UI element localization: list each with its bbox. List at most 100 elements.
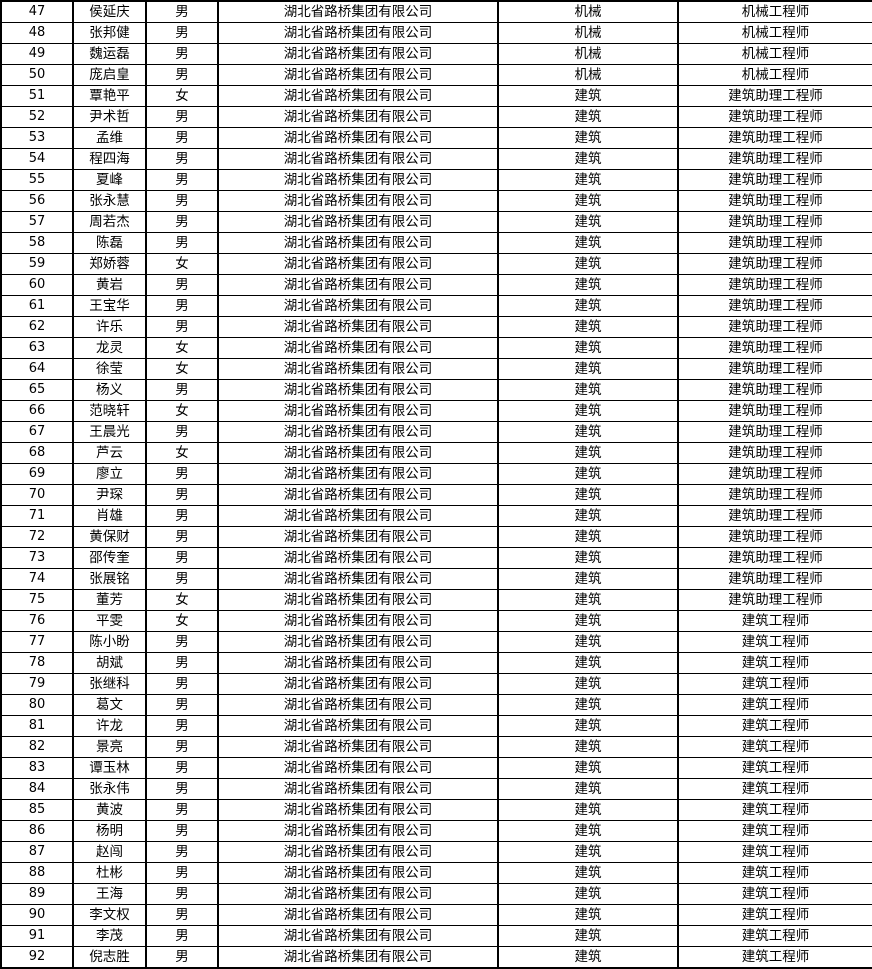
- cell-professional-title: 建筑助理工程师: [677, 379, 872, 401]
- cell-major: 建筑: [497, 526, 679, 548]
- cell-name: 平雯: [72, 610, 147, 632]
- cell-name: 周若杰: [72, 211, 147, 233]
- cell-sequence: 80: [0, 694, 74, 716]
- cell-sequence: 54: [0, 148, 74, 170]
- cell-gender: 男: [145, 799, 219, 821]
- cell-work-unit: 湖北省路桥集团有限公司: [217, 925, 499, 947]
- cell-gender: 男: [145, 190, 219, 212]
- cell-professional-title: 机械工程师: [677, 22, 872, 44]
- cell-sequence: 76: [0, 610, 74, 632]
- cell-sequence: 75: [0, 589, 74, 611]
- cell-name: 王海: [72, 883, 147, 905]
- cell-work-unit: 湖北省路桥集团有限公司: [217, 64, 499, 86]
- cell-sequence: 61: [0, 295, 74, 317]
- table-row: 80 葛文男湖北省路桥集团有限公司 建筑 建筑工程师: [0, 694, 872, 716]
- cell-gender: 男: [145, 316, 219, 338]
- cell-major: 机械: [497, 43, 679, 65]
- cell-major: 机械: [497, 64, 679, 86]
- cell-work-unit: 湖北省路桥集团有限公司: [217, 547, 499, 569]
- cell-gender: 男: [145, 904, 219, 926]
- cell-gender: 男: [145, 421, 219, 443]
- cell-gender: 男: [145, 757, 219, 779]
- cell-work-unit: 湖北省路桥集团有限公司: [217, 631, 499, 653]
- table-row: 60 黄岩男湖北省路桥集团有限公司 建筑 建筑助理工程师: [0, 274, 872, 296]
- cell-sequence: 79: [0, 673, 74, 695]
- cell-sequence: 81: [0, 715, 74, 737]
- cell-gender: 男: [145, 673, 219, 695]
- cell-name: 程四海: [72, 148, 147, 170]
- cell-professional-title: 建筑助理工程师: [677, 589, 872, 611]
- cell-sequence: 68: [0, 442, 74, 464]
- table-row: 75 董芳女湖北省路桥集团有限公司 建筑 建筑助理工程师: [0, 589, 872, 611]
- cell-name: 侯延庆: [72, 0, 147, 23]
- cell-name: 王宝华: [72, 295, 147, 317]
- cell-major: 建筑: [497, 274, 679, 296]
- cell-major: 建筑: [497, 484, 679, 506]
- table-row: 48 张邦健男湖北省路桥集团有限公司 机械 机械工程师: [0, 22, 872, 44]
- cell-professional-title: 建筑工程师: [677, 694, 872, 716]
- cell-name: 肖雄: [72, 505, 147, 527]
- cell-major: 建筑: [497, 232, 679, 254]
- cell-sequence: 56: [0, 190, 74, 212]
- cell-professional-title: 机械工程师: [677, 43, 872, 65]
- cell-sequence: 59: [0, 253, 74, 275]
- table-row: 76 平雯女湖北省路桥集团有限公司 建筑 建筑工程师: [0, 610, 872, 632]
- cell-gender: 男: [145, 925, 219, 947]
- cell-professional-title: 建筑助理工程师: [677, 568, 872, 590]
- cell-professional-title: 建筑工程师: [677, 820, 872, 842]
- cell-gender: 男: [145, 484, 219, 506]
- table-row: 58 陈磊男湖北省路桥集团有限公司 建筑 建筑助理工程师: [0, 232, 872, 254]
- cell-professional-title: 建筑工程师: [677, 631, 872, 653]
- cell-major: 建筑: [497, 757, 679, 779]
- table-row: 52 尹术哲男湖北省路桥集团有限公司 建筑 建筑助理工程师: [0, 106, 872, 128]
- cell-gender: 男: [145, 211, 219, 233]
- cell-work-unit: 湖北省路桥集团有限公司: [217, 379, 499, 401]
- cell-gender: 男: [145, 715, 219, 737]
- cell-name: 孟维: [72, 127, 147, 149]
- cell-gender: 男: [145, 169, 219, 191]
- table-row: 77 陈小盼男湖北省路桥集团有限公司 建筑 建筑工程师: [0, 631, 872, 653]
- cell-sequence: 69: [0, 463, 74, 485]
- cell-name: 尹琛: [72, 484, 147, 506]
- cell-sequence: 83: [0, 757, 74, 779]
- cell-professional-title: 建筑工程师: [677, 778, 872, 800]
- table-row: 74 张展铭男湖北省路桥集团有限公司 建筑 建筑助理工程师: [0, 568, 872, 590]
- cell-work-unit: 湖北省路桥集团有限公司: [217, 610, 499, 632]
- cell-work-unit: 湖北省路桥集团有限公司: [217, 274, 499, 296]
- cell-work-unit: 湖北省路桥集团有限公司: [217, 253, 499, 275]
- cell-professional-title: 建筑助理工程师: [677, 85, 872, 107]
- cell-major: 建筑: [497, 358, 679, 380]
- table-row: 70 尹琛男湖北省路桥集团有限公司 建筑 建筑助理工程师: [0, 484, 872, 506]
- cell-work-unit: 湖北省路桥集团有限公司: [217, 694, 499, 716]
- cell-professional-title: 建筑助理工程师: [677, 358, 872, 380]
- cell-name: 庞启皇: [72, 64, 147, 86]
- cell-professional-title: 建筑工程师: [677, 862, 872, 884]
- cell-sequence: 74: [0, 568, 74, 590]
- table-row: 90 李文权男湖北省路桥集团有限公司 建筑 建筑工程师: [0, 904, 872, 926]
- table-row: 64 徐莹女湖北省路桥集团有限公司 建筑 建筑助理工程师: [0, 358, 872, 380]
- table-row: 79 张继科男湖北省路桥集团有限公司 建筑 建筑工程师: [0, 673, 872, 695]
- cell-sequence: 71: [0, 505, 74, 527]
- cell-major: 建筑: [497, 736, 679, 758]
- cell-major: 建筑: [497, 799, 679, 821]
- cell-major: 建筑: [497, 610, 679, 632]
- cell-sequence: 58: [0, 232, 74, 254]
- cell-gender: 男: [145, 547, 219, 569]
- cell-professional-title: 建筑助理工程师: [677, 169, 872, 191]
- table-row: 54 程四海男湖北省路桥集团有限公司 建筑 建筑助理工程师: [0, 148, 872, 170]
- cell-name: 杜彬: [72, 862, 147, 884]
- cell-name: 杨义: [72, 379, 147, 401]
- table-row: 82 景亮男湖北省路桥集团有限公司 建筑 建筑工程师: [0, 736, 872, 758]
- cell-sequence: 87: [0, 841, 74, 863]
- table-row: 59 郑娇蓉女湖北省路桥集团有限公司 建筑 建筑助理工程师: [0, 253, 872, 275]
- cell-professional-title: 建筑助理工程师: [677, 106, 872, 128]
- cell-name: 徐莹: [72, 358, 147, 380]
- table-row: 55 夏峰男湖北省路桥集团有限公司 建筑 建筑助理工程师: [0, 169, 872, 191]
- cell-professional-title: 建筑助理工程师: [677, 127, 872, 149]
- cell-sequence: 70: [0, 484, 74, 506]
- cell-professional-title: 建筑助理工程师: [677, 463, 872, 485]
- cell-professional-title: 建筑助理工程师: [677, 484, 872, 506]
- cell-name: 芦云: [72, 442, 147, 464]
- cell-work-unit: 湖北省路桥集团有限公司: [217, 736, 499, 758]
